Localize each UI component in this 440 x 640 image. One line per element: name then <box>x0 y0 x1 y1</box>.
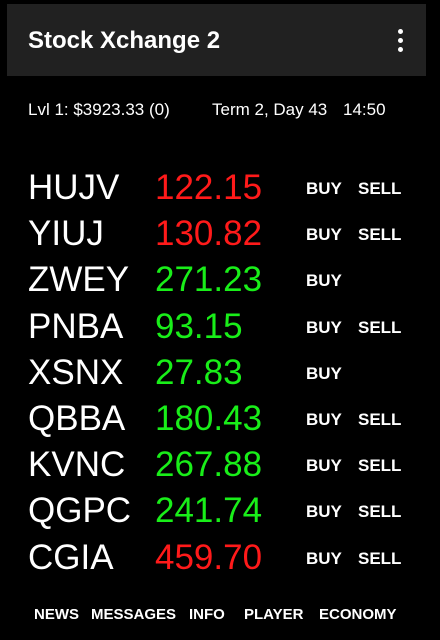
sell-button[interactable]: SELL <box>358 456 402 476</box>
stock-ticker: QBBA <box>28 399 126 438</box>
sell-button[interactable]: SELL <box>358 548 402 568</box>
buy-button[interactable]: BUY <box>306 456 342 476</box>
stock-ticker: ZWEY <box>28 260 130 300</box>
nav-info[interactable]: INFO <box>189 606 225 623</box>
stock-row: PNBA 93.15 BUY SELL <box>7 307 426 353</box>
stock-price: 459.70 <box>155 537 263 577</box>
buy-button[interactable]: BUY <box>306 548 342 568</box>
buy-button[interactable]: BUY <box>306 225 342 245</box>
stock-price: 241.74 <box>155 491 263 531</box>
stock-price: 130.82 <box>155 214 263 254</box>
stock-price: 27.83 <box>155 352 243 392</box>
app-bar: Stock Xchange 2 <box>7 4 426 76</box>
stock-ticker: PNBA <box>28 306 124 346</box>
stock-row: XSNX 27.83 BUY <box>7 353 426 399</box>
nav-messages[interactable]: MESSAGES <box>91 606 177 623</box>
sell-button[interactable]: SELL <box>358 179 402 198</box>
stock-row: CGIA 459.70 BUY SELL <box>7 538 426 584</box>
nav-economy[interactable]: ECONOMY <box>319 606 397 623</box>
stock-price: 180.43 <box>155 399 263 438</box>
nav-player[interactable]: PLAYER <box>244 606 304 623</box>
stock-price: 267.88 <box>155 445 263 485</box>
menu-dot <box>397 46 403 52</box>
stock-ticker: XSNX <box>28 352 124 392</box>
stock-price: 93.15 <box>155 306 243 346</box>
stock-ticker: QGPC <box>28 491 132 531</box>
stock-ticker: CGIA <box>28 537 114 577</box>
buy-button[interactable]: BUY <box>306 363 342 383</box>
stock-row: KVNC 267.88 BUY SELL <box>7 445 426 491</box>
stock-ticker: HUJV <box>28 168 120 207</box>
stock-row: HUJV 122.15 BUY SELL <box>7 168 426 214</box>
nav-news[interactable]: NEWS <box>34 606 79 623</box>
app-screen: Stock Xchange 2 Lvl 1: $3923.33 (0) Term… <box>7 0 426 640</box>
app-title: Stock Xchange 2 <box>28 27 221 54</box>
stock-price: 271.23 <box>155 260 263 300</box>
sell-button[interactable]: SELL <box>358 502 402 522</box>
menu-dot <box>397 28 403 34</box>
stock-row: QBBA 180.43 BUY SELL <box>7 399 426 445</box>
sell-button[interactable]: SELL <box>358 410 402 429</box>
sell-button[interactable]: SELL <box>358 225 402 245</box>
buy-button[interactable]: BUY <box>306 271 342 291</box>
buy-button[interactable]: BUY <box>306 502 342 522</box>
status-line: Lvl 1: $3923.33 (0) Term 2, Day 43 14:50 <box>7 100 426 124</box>
more-vert-icon[interactable] <box>388 24 412 56</box>
stock-row: ZWEY 271.23 BUY <box>7 260 426 306</box>
balance-text: Lvl 1: $3923.33 (0) <box>28 100 170 119</box>
bottom-nav: NEWS MESSAGES INFO PLAYER ECONOMY <box>7 606 426 630</box>
buy-button[interactable]: BUY <box>306 410 342 429</box>
stock-ticker: YIUJ <box>28 214 104 254</box>
stock-price: 122.15 <box>155 168 263 207</box>
menu-dot <box>397 37 403 43</box>
buy-button[interactable]: BUY <box>306 317 342 337</box>
sell-button[interactable]: SELL <box>358 317 402 337</box>
stock-row: QGPC 241.74 BUY SELL <box>7 491 426 537</box>
term-day-text: Term 2, Day 43 <box>212 100 328 119</box>
time-text: 14:50 <box>343 100 386 119</box>
stock-row: YIUJ 130.82 BUY SELL <box>7 214 426 260</box>
buy-button[interactable]: BUY <box>306 179 342 198</box>
stock-ticker: KVNC <box>28 445 126 485</box>
